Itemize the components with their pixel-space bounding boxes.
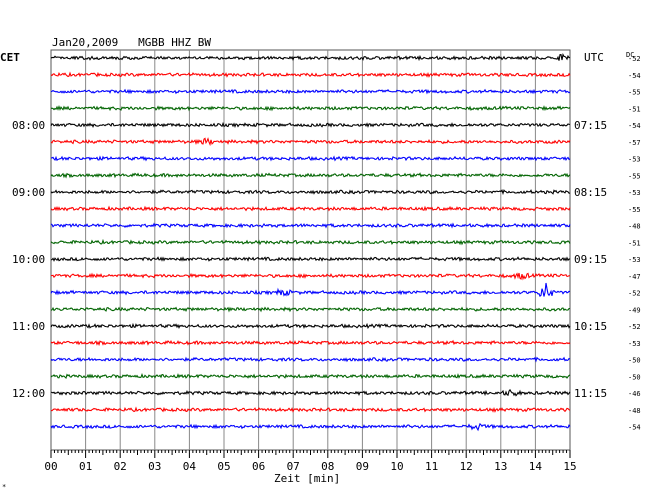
x-tick-label: 10	[390, 460, 403, 473]
left-time-label: 12:00	[12, 387, 45, 400]
trace-line	[50, 189, 571, 196]
trace-line	[50, 172, 571, 179]
dc-offset-labels: -52 -54 -55 -51 -54 -57 -53 -55 -53 -55 -48 -51 -53 -…	[628, 55, 641, 432]
dc-offset-value: -55	[628, 206, 641, 214]
x-tick-label: 11	[425, 460, 438, 473]
trace-line	[50, 121, 571, 128]
x-tick-label: 09	[356, 460, 369, 473]
x-tick-label: 14	[529, 460, 543, 473]
dc-offset-value: -50	[628, 357, 641, 365]
trace-line	[50, 52, 571, 62]
trace-line	[50, 155, 571, 162]
x-tick-label: 12	[460, 460, 473, 473]
dc-offset-value: -53	[628, 340, 641, 348]
x-tick-label: 13	[494, 460, 507, 473]
trace-line	[50, 71, 571, 78]
trace-line	[50, 282, 571, 297]
trace-line	[50, 238, 571, 246]
dc-label: DC	[626, 51, 634, 59]
right-axis-label: UTC	[584, 51, 604, 64]
left-time-label: 11:00	[12, 320, 45, 333]
dc-offset-value: -53	[628, 256, 641, 264]
dc-offset-value: -48	[628, 223, 641, 231]
trace-line	[50, 406, 571, 413]
left-time-label: 08:00	[12, 119, 45, 132]
trace-line	[50, 104, 571, 112]
left-time-labels: 08:00 09:00 10:00 11:00 12:00	[12, 119, 45, 400]
trace-line	[50, 322, 571, 330]
x-tick-label: 06	[252, 460, 265, 473]
dc-offset-value: -55	[628, 172, 641, 180]
dc-offset-value: -54	[628, 72, 641, 80]
trace-line	[50, 356, 571, 363]
dc-offset-value: -52	[628, 323, 641, 331]
right-time-label: 07:15	[574, 119, 607, 132]
x-tick-label: 00	[44, 460, 57, 473]
trace-line	[50, 372, 571, 379]
dc-offset-value: -57	[628, 139, 641, 147]
trace-line	[50, 222, 571, 229]
x-tick-label: 02	[114, 460, 127, 473]
x-tick-label: 05	[217, 460, 230, 473]
trace-line	[50, 256, 571, 263]
x-tick-label: 08	[321, 460, 334, 473]
x-axis-label: Zeit [min]	[274, 472, 340, 485]
seismic-traces	[50, 52, 571, 432]
dc-offset-value: -51	[628, 239, 641, 247]
footer-mark: *	[2, 483, 6, 491]
right-time-label: 08:15	[574, 186, 607, 199]
trace-line	[50, 205, 571, 212]
dc-offset-value: -52	[628, 55, 641, 63]
right-time-label: 09:15	[574, 253, 607, 266]
right-time-label: 10:15	[574, 320, 607, 333]
chart-title: Jan20,2009 MGBB HHZ BW	[52, 36, 211, 49]
dc-offset-value: -54	[628, 424, 641, 432]
left-time-label: 10:00	[12, 253, 45, 266]
x-tick-label: 03	[148, 460, 161, 473]
trace-line	[50, 137, 571, 147]
right-time-labels: 07:15 08:15 09:15 10:15 11:15	[574, 119, 607, 400]
dc-offset-value: -55	[628, 89, 641, 97]
trace-line	[50, 88, 571, 95]
dc-offset-value: -54	[628, 122, 641, 130]
dc-offset-value: -47	[628, 273, 641, 281]
trace-line	[50, 272, 571, 281]
x-tick-label: 04	[183, 460, 197, 473]
dc-offset-value: -52	[628, 290, 641, 298]
dc-offset-value: -50	[628, 373, 641, 381]
dc-offset-value: -51	[628, 105, 641, 113]
trace-line	[50, 339, 571, 347]
left-axis-label: CET	[0, 51, 20, 64]
left-time-label: 09:00	[12, 186, 45, 199]
x-axis: 00 01 02 03 04 05 06 07 08 09 10 11 12 13 14 15	[44, 450, 577, 473]
x-tick-label: 01	[79, 460, 92, 473]
dc-offset-value: -46	[628, 390, 641, 398]
trace-line	[50, 306, 571, 313]
dc-offset-value: -53	[628, 189, 641, 197]
dc-offset-value: -49	[628, 306, 641, 314]
trace-line	[50, 422, 571, 432]
right-time-label: 11:15	[574, 387, 607, 400]
dc-offset-value: -48	[628, 407, 641, 415]
x-tick-label: 15	[563, 460, 576, 473]
x-tick-label: 07	[287, 460, 300, 473]
dc-offset-value: -53	[628, 156, 641, 164]
trace-line	[50, 388, 571, 397]
